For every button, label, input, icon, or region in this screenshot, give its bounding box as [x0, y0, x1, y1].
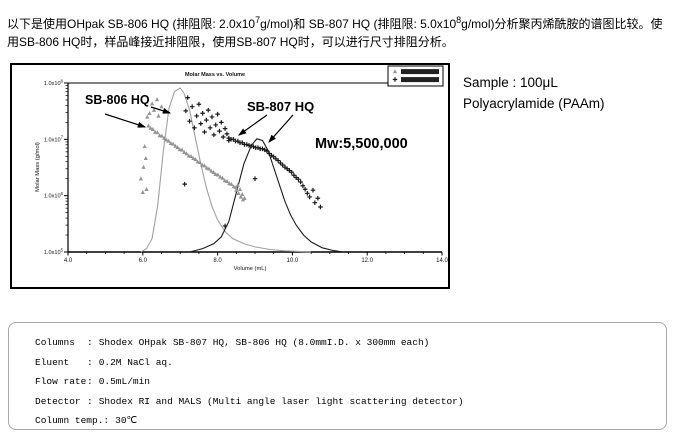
sb806-label: SB-806 HQ: [85, 93, 150, 107]
condition-value: 0.5mL/min: [98, 376, 151, 388]
condition-separator: :: [87, 356, 93, 368]
legend: [387, 65, 444, 87]
annotation-arrow: [104, 113, 147, 128]
intro-part2: g/mol)和 SB-807 HQ (排阻限: 5.0x10: [260, 17, 457, 31]
condition-label: Detector: [35, 395, 81, 407]
sb-806-hq-ri-chromatogram: [140, 87, 312, 253]
x-tick-label: 10.0: [287, 258, 299, 264]
condition-value: Shodex OHpak SB-807 HQ, SB-806 HQ (8.0mm…: [98, 337, 430, 348]
legend-entry-label: [401, 69, 439, 75]
condition-label: Eluent: [35, 356, 70, 368]
annotation-arrow: [268, 114, 294, 143]
x-tick-label: 8.0: [213, 258, 222, 264]
sb807-label: SB-807 HQ: [247, 99, 314, 114]
condition-separator: :: [87, 395, 93, 407]
condition-separator: :: [103, 415, 110, 427]
chart-title: Molar Mass vs. Volume: [185, 72, 245, 78]
x-tick-label: 14.0: [436, 258, 448, 264]
legend-plus-marker: [392, 77, 398, 82]
x-tick-label: 12.0: [361, 258, 373, 264]
y-axis: 1.0x108 1.0x107 1.0x106 1.0x105 Molar Mass (…: [35, 78, 69, 256]
mw-label: Mw:5,500,000: [315, 136, 408, 152]
condition-value: 30℃: [115, 415, 138, 427]
condition-row: Flow rate: 0.5mL/min: [35, 372, 666, 392]
sb-806-hq-molar-mass: [138, 97, 247, 202]
legend-entry-label: [401, 77, 439, 83]
condition-label: Columns: [35, 337, 75, 348]
condition-row: Columns: Shodex OHpak SB-807 HQ, SB-806 H…: [35, 333, 666, 353]
sample-note: Sample : 100μL Polyacrylamide (PAAm): [463, 72, 605, 114]
condition-row: Eluent:0.2M NaCl aq.: [35, 353, 666, 373]
intro-exponent-8: 8: [456, 15, 462, 25]
chart-panel: 4.0 6.0 8.0 10.0 12.0 14.0 Volume (mL) 1.0x108 1…: [10, 63, 450, 289]
intro-part1: 以下是使用OHpak SB-806 HQ (排阻限: 2.0x10: [7, 17, 256, 31]
intro-part3: g/mol)分析聚丙烯酰胺的谱图比较。使用SB-806 HQ时，样品峰接近排阻限…: [7, 17, 663, 49]
intro-text: 以下是使用OHpak SB-806 HQ (排阻限: 2.0x107g/mol)…: [7, 16, 672, 51]
conditions-panel: Columns: Shodex OHpak SB-807 HQ, SB-806 H…: [8, 322, 667, 430]
condition-separator: :: [87, 337, 93, 348]
y-tick-label: 1.0x106: [44, 191, 64, 200]
condition-value: 0.2M NaCl aq.: [98, 356, 173, 368]
condition-label: Column temp.: [35, 415, 104, 427]
x-tick-label: 6.0: [139, 258, 148, 264]
y-axis-title: Molar Mass (g/mol): [35, 142, 41, 192]
condition-label: Flow rate: [35, 376, 87, 388]
intro-exponent-7: 7: [255, 15, 261, 25]
y-tick-label: 1.0x108: [44, 78, 64, 87]
x-axis-title: Volume (mL): [234, 266, 267, 272]
sample-volume: Sample : 100μL: [463, 75, 558, 90]
x-axis: 4.0 6.0 8.0 10.0 12.0 14.0 Volume (mL): [64, 251, 448, 272]
y-tick-label: 1.0x105: [44, 247, 64, 256]
annotation-arrow: [238, 114, 268, 136]
x-tick-label: 4.0: [64, 258, 73, 264]
condition-separator: :: [87, 376, 93, 388]
conditions-table: Columns: Shodex OHpak SB-807 HQ, SB-806 H…: [35, 333, 666, 431]
annotation-arrow: [150, 106, 172, 114]
sb-807-hq-ri-chromatogram: [189, 138, 343, 253]
sb-807-hq-molar-mass: [182, 95, 323, 229]
condition-value: Shodex RI and MALS (Multi angle laser li…: [98, 395, 464, 407]
condition-row: Column temp.: 30℃: [35, 411, 666, 431]
sample-material: Polyacrylamide (PAAm): [463, 96, 605, 111]
legend-triangle-marker: [392, 69, 398, 74]
condition-row: Detector: Shodex RI and MALS (Multi angle…: [35, 392, 666, 412]
y-tick-label: 1.0x107: [44, 135, 64, 144]
